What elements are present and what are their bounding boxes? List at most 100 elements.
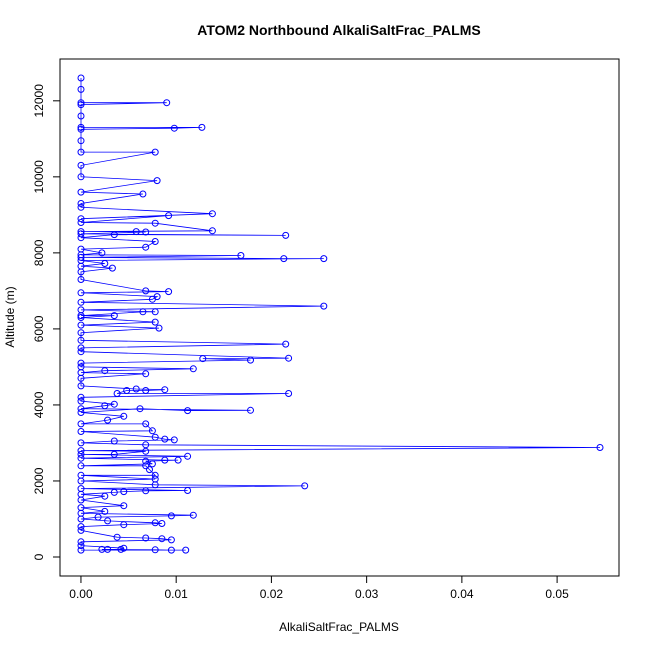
data-point: [142, 243, 150, 251]
data-point: [77, 420, 85, 428]
data-point: [98, 545, 106, 553]
data-point: [163, 99, 171, 107]
data-point: [151, 519, 159, 527]
data-point: [77, 359, 85, 367]
data-point: [77, 409, 85, 416]
data-point: [142, 534, 150, 542]
data-point: [77, 312, 85, 320]
data-point: [184, 407, 192, 415]
x-tick-label: 0.00: [69, 587, 93, 601]
data-point: [151, 433, 159, 441]
data-point: [167, 546, 175, 554]
data-point: [77, 125, 85, 133]
data-point: [77, 405, 85, 413]
chart-title: ATOM2 Northbound AlkaliSaltFrac_PALMS: [197, 22, 480, 38]
data-point: [77, 268, 85, 276]
data-point: [184, 487, 192, 494]
data-point: [151, 471, 159, 479]
data-point: [170, 436, 178, 444]
data-point: [161, 456, 169, 464]
data-point: [136, 405, 144, 413]
data-point: [101, 260, 109, 267]
data-point: [208, 210, 216, 218]
data-point: [77, 173, 85, 181]
data-point: [94, 513, 102, 521]
data-point: [77, 329, 85, 337]
data-point: [189, 365, 197, 373]
data-point: [198, 123, 206, 131]
data-point: [104, 517, 112, 525]
data-point: [282, 340, 290, 348]
x-axis-label: AlkaliSaltFrac_PALMS: [279, 620, 399, 634]
data-point: [320, 255, 328, 263]
data-point: [77, 289, 85, 297]
data-point: [77, 523, 85, 531]
data-point: [596, 444, 604, 451]
data-point: [120, 521, 128, 529]
data-point: [110, 312, 118, 320]
data-point: [110, 437, 118, 445]
data-point: [113, 533, 121, 541]
data-point: [151, 318, 159, 326]
data-point: [110, 400, 118, 408]
data-point: [77, 215, 85, 223]
data-point: [174, 456, 182, 464]
data-point: [77, 397, 85, 405]
data-point: [113, 390, 121, 397]
data-point: [77, 439, 85, 447]
data-point: [77, 542, 85, 550]
data-point: [77, 161, 85, 169]
data-point: [142, 287, 150, 295]
data-point: [77, 515, 85, 523]
data-point: [77, 454, 85, 462]
data-point: [208, 227, 216, 235]
x-tick-label: 0.05: [545, 587, 569, 601]
data-point: [101, 507, 109, 515]
data-point: [320, 302, 328, 310]
x-axis: 0.00 0.01 0.02 0.03 0.04 0.05: [69, 575, 569, 601]
x-tick-label: 0.02: [260, 587, 284, 601]
x-tick-label: 0.04: [450, 587, 474, 601]
series-points-group: [77, 74, 604, 554]
data-point: [165, 288, 173, 296]
series-line: [80, 78, 601, 551]
data-point: [77, 314, 85, 321]
data-point: [77, 112, 85, 120]
data-point: [301, 482, 309, 490]
data-point: [77, 447, 85, 455]
data-point: [77, 477, 85, 485]
data-point: [77, 85, 85, 93]
data-point: [247, 356, 254, 364]
data-point: [142, 462, 150, 470]
data-point: [148, 427, 156, 435]
data-point: [165, 212, 173, 220]
data-point: [77, 393, 85, 401]
data-point: [77, 546, 85, 554]
data-point: [184, 452, 192, 460]
data-point: [77, 450, 85, 458]
data-point: [237, 252, 245, 259]
data-point: [77, 253, 85, 261]
data-point: [146, 466, 153, 474]
data-point: [167, 512, 175, 520]
data-point: [142, 457, 150, 465]
data-point: [153, 177, 161, 185]
data-point: [77, 137, 85, 145]
data-point: [77, 234, 85, 242]
data-point: [280, 255, 288, 263]
data-point: [77, 336, 85, 344]
data-point: [123, 387, 131, 394]
data-point: [161, 435, 169, 443]
series-line-group: [80, 78, 601, 551]
x-tick-label: 0.03: [355, 587, 379, 601]
data-point: [132, 385, 140, 393]
data-point: [161, 386, 169, 394]
data-point: [117, 545, 125, 553]
data-point: [77, 538, 85, 546]
data-point: [77, 321, 85, 329]
data-point: [142, 447, 150, 455]
data-point: [77, 123, 85, 131]
data-point: [142, 228, 150, 236]
data-point: [77, 230, 85, 238]
data-point: [155, 324, 163, 332]
